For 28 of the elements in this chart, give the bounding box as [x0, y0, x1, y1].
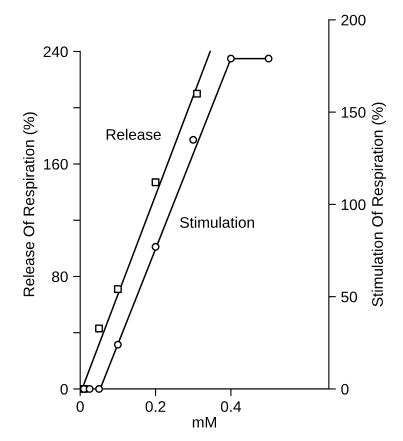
series-label: Stimulation: [180, 216, 254, 228]
y-tick-label: 0: [60, 384, 68, 395]
point: [152, 242, 160, 251]
point: [264, 54, 273, 63]
point: [114, 340, 122, 349]
point: [189, 136, 198, 144]
point: [86, 385, 94, 393]
y2-axis-title: Stimulation Of Respiration (%): [372, 102, 386, 306]
point: [193, 90, 201, 98]
y-tick-label: 80: [52, 271, 68, 282]
x-tick-label: 0: [76, 401, 84, 412]
point: [114, 285, 122, 294]
point: [152, 178, 160, 186]
x-tick-label: 0.2: [146, 401, 166, 412]
y2-tick-label: 200: [341, 14, 366, 26]
y-tick-label: 240: [44, 46, 68, 58]
series-label: Release: [106, 128, 161, 140]
x-tick-label: 0.4: [220, 401, 242, 412]
point: [226, 54, 235, 63]
point: [95, 385, 103, 393]
y2-tick-label: 0: [341, 384, 349, 395]
point: [95, 324, 103, 332]
y2-tick-label: 100: [342, 199, 366, 210]
y-axis-title: Release Of Respiration (%): [23, 112, 38, 296]
y2-tick-label: 150: [342, 106, 366, 118]
y2-tick-label: 50: [341, 292, 358, 302]
x-axis-title: mM: [192, 416, 216, 428]
y-tick-label: 160: [44, 158, 68, 170]
